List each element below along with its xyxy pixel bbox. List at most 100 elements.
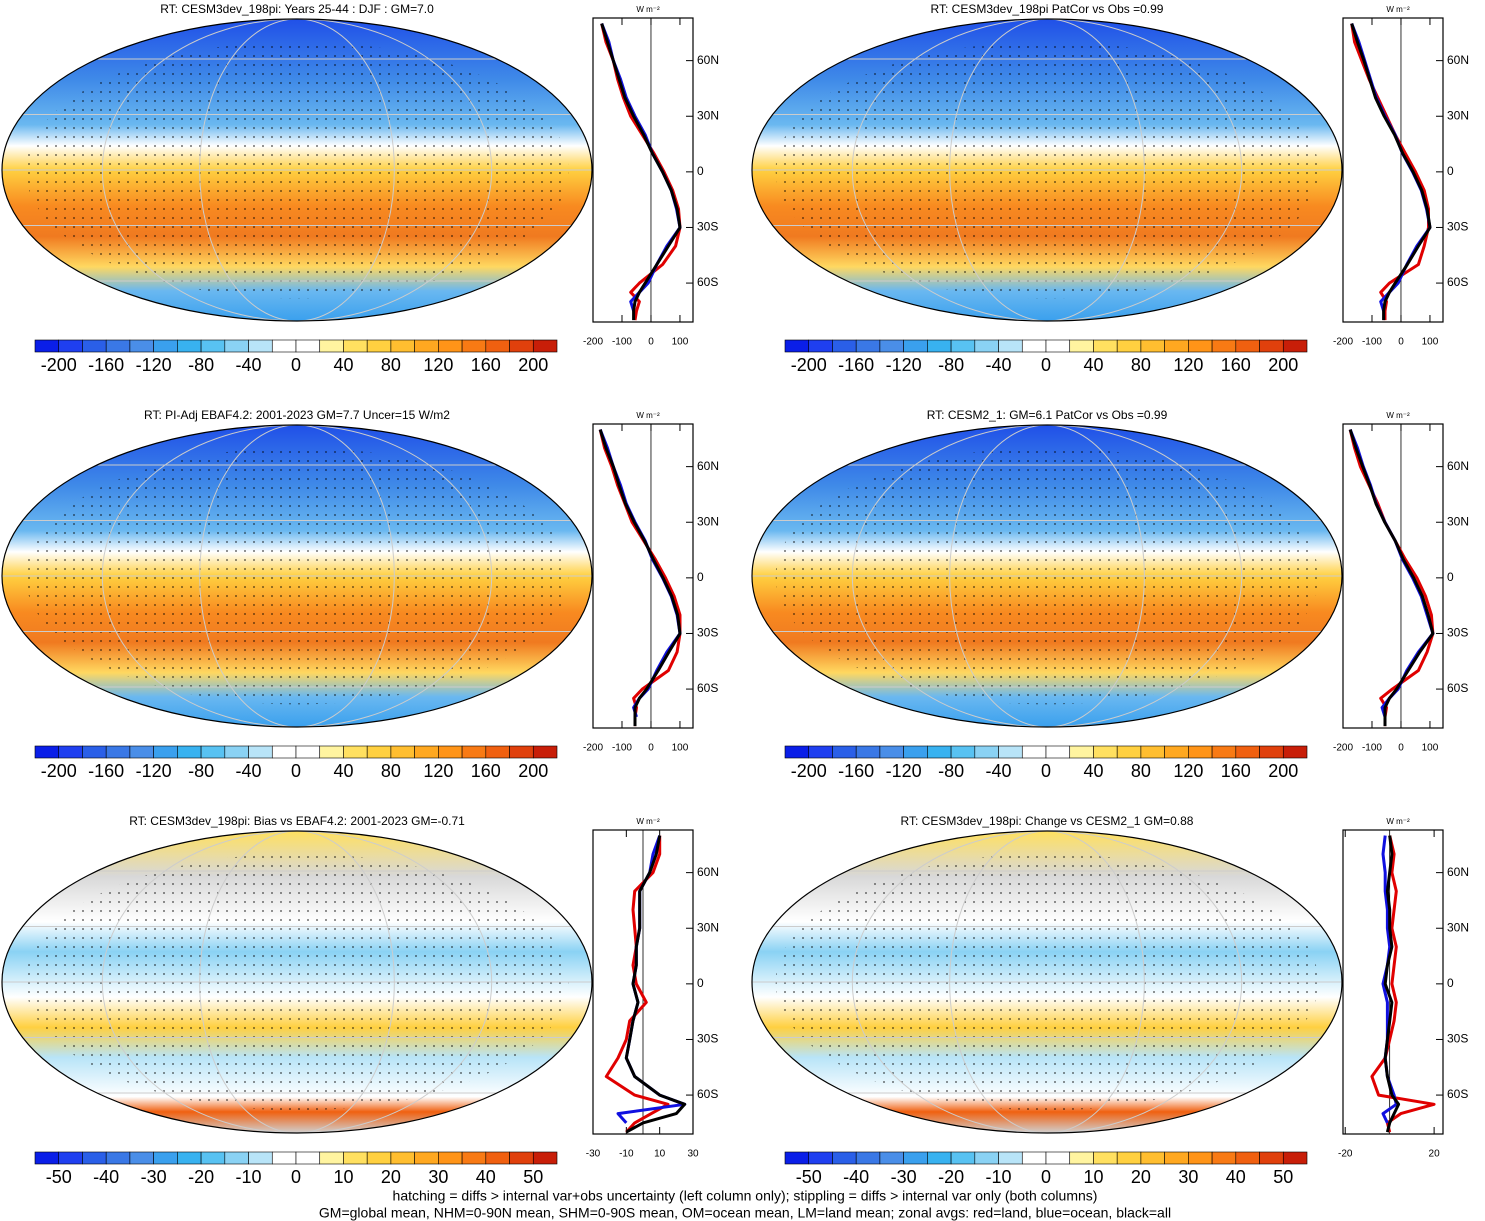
colorbar-box	[343, 339, 368, 353]
x-tick-label: -30	[586, 1149, 601, 1160]
x-tick-label: -100	[612, 743, 632, 754]
y-tick-label: 60N	[1447, 459, 1469, 473]
colorbar-box	[1235, 1151, 1260, 1165]
colorbar-label: -160	[88, 355, 124, 375]
colorbar-label: 120	[423, 355, 453, 375]
colorbar-box	[855, 745, 881, 759]
zonal-line	[604, 835, 670, 1134]
colorbar-box	[366, 745, 392, 759]
colorbar-label: -200	[41, 761, 77, 781]
colorbar-box	[1021, 339, 1047, 353]
colorbar-box	[832, 339, 857, 353]
colorbar-box	[271, 1151, 297, 1165]
x-tick-label: 100	[672, 743, 689, 754]
x-tick-label: -200	[583, 743, 603, 754]
y-tick-label: 60N	[697, 53, 719, 67]
colorbar-box	[532, 1151, 558, 1165]
colorbar-label: 200	[1268, 355, 1298, 375]
map-border	[751, 830, 1343, 1134]
colorbar-box	[855, 339, 881, 353]
colorbar-box	[879, 339, 904, 353]
colorbar-box	[950, 339, 976, 353]
zonal-line	[624, 835, 687, 1134]
colorbar-box	[927, 339, 952, 353]
colorbar-label: -40	[236, 355, 262, 375]
zonal-line	[1348, 429, 1435, 727]
colorbar-box	[200, 339, 226, 353]
colorbar-box	[974, 745, 999, 759]
zonal-line	[1350, 23, 1430, 321]
y-tick-label: 60S	[697, 1087, 718, 1101]
panel-title: RT: CESM3dev_198pi: Change vs CESM2_1 GM…	[901, 814, 1194, 828]
colorbar-box	[1188, 745, 1213, 759]
zonal-line	[1348, 429, 1435, 727]
colorbar-box	[390, 745, 415, 759]
colorbar-label: -200	[41, 355, 77, 375]
colorbar-label: 80	[381, 355, 401, 375]
x-tick-label: -100	[1362, 743, 1382, 754]
colorbar-label: 160	[1221, 761, 1251, 781]
colorbar-label: 0	[1041, 355, 1051, 375]
colorbar-box	[295, 1151, 321, 1165]
colorbar-label: 0	[291, 761, 301, 781]
colorbar-label: 0	[1041, 1167, 1051, 1187]
colorbar-box	[438, 339, 463, 353]
colorbar-box	[105, 339, 131, 353]
colorbar-box	[1093, 339, 1118, 353]
colorbar-label: 160	[471, 355, 501, 375]
colorbar-label: 40	[1083, 761, 1103, 781]
colorbar-box	[1093, 745, 1118, 759]
zonal-line	[1383, 835, 1401, 1133]
colorbar-box	[1045, 1151, 1071, 1165]
x-tick-label: -20	[1338, 1149, 1353, 1160]
map-border	[751, 424, 1343, 728]
colorbar-box	[105, 1151, 131, 1165]
y-tick-label: 30S	[1447, 626, 1468, 640]
colorbar-box	[34, 1151, 60, 1165]
colorbar-box	[366, 1151, 392, 1165]
zonal-frame	[1342, 829, 1444, 1135]
colorbar-box	[295, 339, 321, 353]
colorbar-box	[82, 745, 107, 759]
colorbar-label: -200	[791, 761, 827, 781]
colorbar-box	[1069, 745, 1094, 759]
colorbar-box	[950, 745, 976, 759]
colorbar-box	[509, 339, 534, 353]
colorbar-label: -50	[796, 1167, 822, 1187]
colorbar-box	[485, 1151, 510, 1165]
colorbar-box	[438, 1151, 463, 1165]
colorbar-label: -40	[93, 1167, 119, 1187]
colorbar-label: 160	[1221, 355, 1251, 375]
colorbar-box	[485, 745, 510, 759]
colorbar-label: -120	[136, 355, 172, 375]
colorbar-box	[1116, 745, 1142, 759]
colorbar-label: -50	[46, 1167, 72, 1187]
colorbar-label: 0	[291, 355, 301, 375]
y-tick-label: 60S	[697, 275, 718, 289]
colorbar-label: 120	[1173, 355, 1203, 375]
colorbar-box	[414, 1151, 439, 1165]
colorbar-box	[153, 1151, 178, 1165]
colorbar-label: 120	[1173, 761, 1203, 781]
colorbar-label: -20	[188, 1167, 214, 1187]
colorbar-box	[271, 745, 297, 759]
colorbar-box	[414, 339, 439, 353]
panel-title: RT: CESM2_1: GM=6.1 PatCor vs Obs =0.99	[927, 408, 1168, 422]
y-tick-label: 30N	[1447, 920, 1469, 934]
colorbar-box	[832, 1151, 857, 1165]
colorbar-box	[808, 339, 833, 353]
colorbar-box	[224, 339, 249, 353]
y-tick-label: 30S	[697, 626, 718, 640]
x-tick-label: 20	[1429, 1149, 1441, 1160]
y-tick-label: 30N	[1447, 108, 1469, 122]
colorbar-box	[1021, 745, 1047, 759]
y-tick-label: 30N	[697, 108, 719, 122]
colorbar-label: -40	[986, 355, 1012, 375]
unit-label: W m⁻²	[636, 411, 660, 420]
colorbar-label: 80	[1131, 355, 1151, 375]
colorbar-box	[129, 745, 154, 759]
colorbar-box	[903, 1151, 928, 1165]
colorbar-box	[1188, 1151, 1213, 1165]
colorbar-box	[224, 1151, 249, 1165]
